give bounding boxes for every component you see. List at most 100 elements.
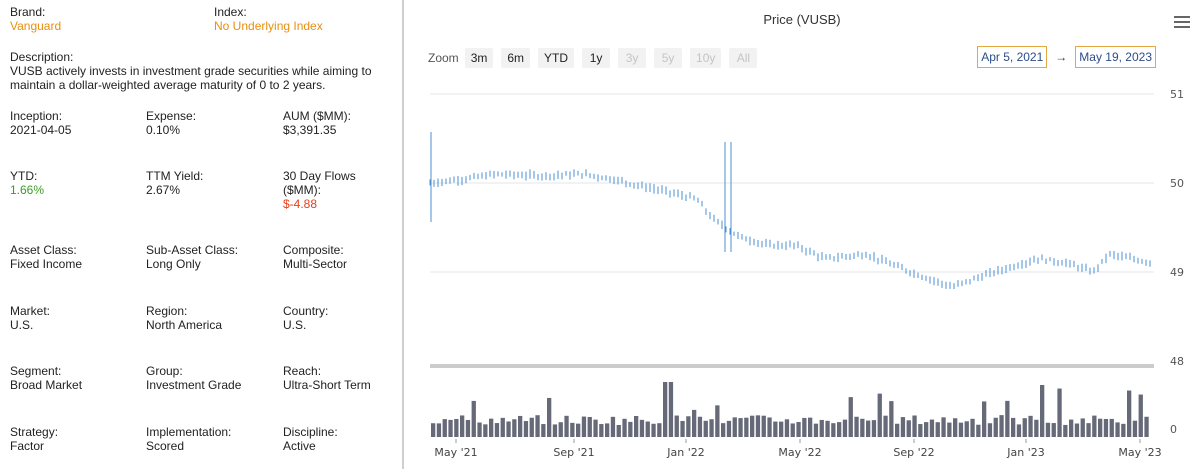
y-tick-label: 49	[1170, 266, 1184, 279]
volume-bar	[686, 416, 691, 437]
chart-title: Price (VUSB)	[763, 12, 841, 27]
volume-bar	[599, 424, 604, 437]
description-value: VUSB actively invests in investment grad…	[10, 64, 372, 92]
index-label: Index:	[214, 5, 247, 19]
country-value: U.S.	[283, 318, 307, 332]
zoom-ytd-button[interactable]: YTD	[538, 48, 575, 68]
volume-bar	[929, 419, 935, 437]
volume-bar	[465, 419, 471, 437]
zoom-5y-button[interactable]: 5y	[654, 48, 683, 68]
asset-class-label: Asset Class:	[10, 243, 77, 257]
zoom-all-button[interactable]: All	[729, 48, 758, 68]
volume-bar	[1138, 394, 1143, 437]
volume-bar	[645, 421, 650, 437]
volume-bar	[663, 382, 668, 437]
volume-bar	[552, 424, 558, 437]
volume-bar	[773, 421, 778, 437]
volume-bar	[831, 423, 836, 437]
volume-bar	[721, 423, 726, 437]
sub-asset-class-label: Sub-Asset Class:	[146, 243, 239, 257]
volume-bar	[587, 416, 592, 437]
brand-value[interactable]: Vanguard	[10, 19, 62, 33]
ytd-field: YTD: 1.66%	[10, 169, 44, 197]
volume-bar	[431, 423, 436, 437]
volume-bar	[1040, 385, 1045, 437]
inception-value: 2021-04-05	[10, 123, 72, 137]
discipline-label: Discipline:	[283, 425, 338, 439]
flows-label: 30 Day Flows ($MM):	[283, 169, 356, 197]
volume-tick-label: 0	[1170, 423, 1177, 436]
zoom-1y-button[interactable]: 1y	[582, 48, 611, 68]
volume-bar	[703, 420, 708, 437]
implementation-field: Implementation: Scored	[146, 425, 231, 453]
range-to-input[interactable]: May 19, 2023	[1075, 46, 1156, 68]
zoom-6m-button[interactable]: 6m	[501, 48, 531, 68]
panel-divider	[402, 0, 404, 469]
zoom-10y-button[interactable]: 10y	[690, 48, 722, 68]
price-chart[interactable]: 51 50 49 48 0 May '21 Sep '21 Jan '22 May '22 Sep…	[404, 0, 1200, 469]
asset-class-value: Fixed Income	[10, 257, 83, 271]
sub-asset-class-value: Long Only	[146, 257, 201, 271]
zoom-3y-button[interactable]: 3y	[618, 48, 647, 68]
volume-bar	[871, 420, 877, 437]
volume-bar	[581, 416, 587, 437]
reach-field: Reach: Ultra-Short Term	[283, 364, 371, 392]
discipline-value: Active	[283, 439, 316, 453]
volume-bar	[593, 419, 598, 437]
volume-bar	[866, 420, 871, 437]
volume-bar	[448, 419, 453, 437]
country-label: Country:	[283, 304, 329, 318]
x-tick-label: Jan '22	[666, 446, 704, 459]
segment-label: Segment:	[10, 364, 62, 378]
volume-bar	[744, 417, 749, 437]
volume-bar	[576, 423, 581, 437]
index-value[interactable]: No Underlying Index	[214, 19, 323, 33]
market-label: Market:	[10, 304, 51, 318]
volume-bar	[547, 397, 552, 437]
zoom-3m-button[interactable]: 3m	[464, 48, 494, 68]
volume-bar	[895, 423, 900, 437]
volume-bar	[987, 423, 993, 437]
volume-bar	[483, 424, 488, 437]
volume-bar	[993, 417, 998, 437]
x-tick-label: Sep '22	[893, 446, 934, 459]
volume-bar	[1034, 419, 1039, 437]
zoom-controls: Zoom 3m 6m YTD 1y 3y 5y 10y All	[428, 48, 765, 68]
volume-bar	[837, 422, 842, 437]
volume-bar	[883, 415, 888, 437]
sub-asset-class-field: Sub-Asset Class: Long Only	[146, 243, 238, 271]
composite-field: Composite: Multi-Sector	[283, 243, 347, 271]
hamburger-menu-icon[interactable]	[1174, 16, 1190, 30]
volume-bar	[784, 419, 790, 437]
reach-label: Reach:	[283, 364, 322, 378]
volume-bar	[918, 424, 923, 437]
strategy-value: Factor	[10, 439, 45, 453]
implementation-value: Scored	[146, 439, 185, 453]
volume-bar	[460, 415, 465, 437]
volume-bar	[1051, 423, 1056, 437]
volume-bar	[755, 415, 761, 437]
composite-label: Composite:	[283, 243, 344, 257]
ytd-label: YTD:	[10, 169, 38, 183]
volume-bar	[900, 417, 906, 437]
group-label: Group:	[146, 364, 183, 378]
volume-bar	[668, 382, 674, 437]
volume-bar	[970, 418, 975, 437]
volume-bar	[1057, 388, 1062, 437]
strategy-field: Strategy: Factor	[10, 425, 58, 453]
region-value: North America	[146, 318, 223, 332]
volume-bar	[1028, 415, 1033, 437]
fund-info-panel: Brand: Vanguard Index: No Underlying Ind…	[0, 0, 400, 469]
group-field: Group: Investment Grade	[146, 364, 241, 392]
volume-bar	[1092, 415, 1097, 437]
inception-field: Inception: 2021-04-05	[10, 109, 71, 137]
volume-bar	[825, 420, 830, 437]
brand-label: Brand:	[10, 5, 46, 19]
volume-bar	[622, 418, 627, 437]
asset-class-field: Asset Class: Fixed Income	[10, 243, 82, 271]
range-from-input[interactable]: Apr 5, 2021	[977, 46, 1048, 68]
inception-label: Inception:	[10, 109, 63, 123]
volume-bar	[477, 422, 482, 437]
volume-bar	[1103, 418, 1109, 437]
volume-bar	[808, 417, 813, 437]
